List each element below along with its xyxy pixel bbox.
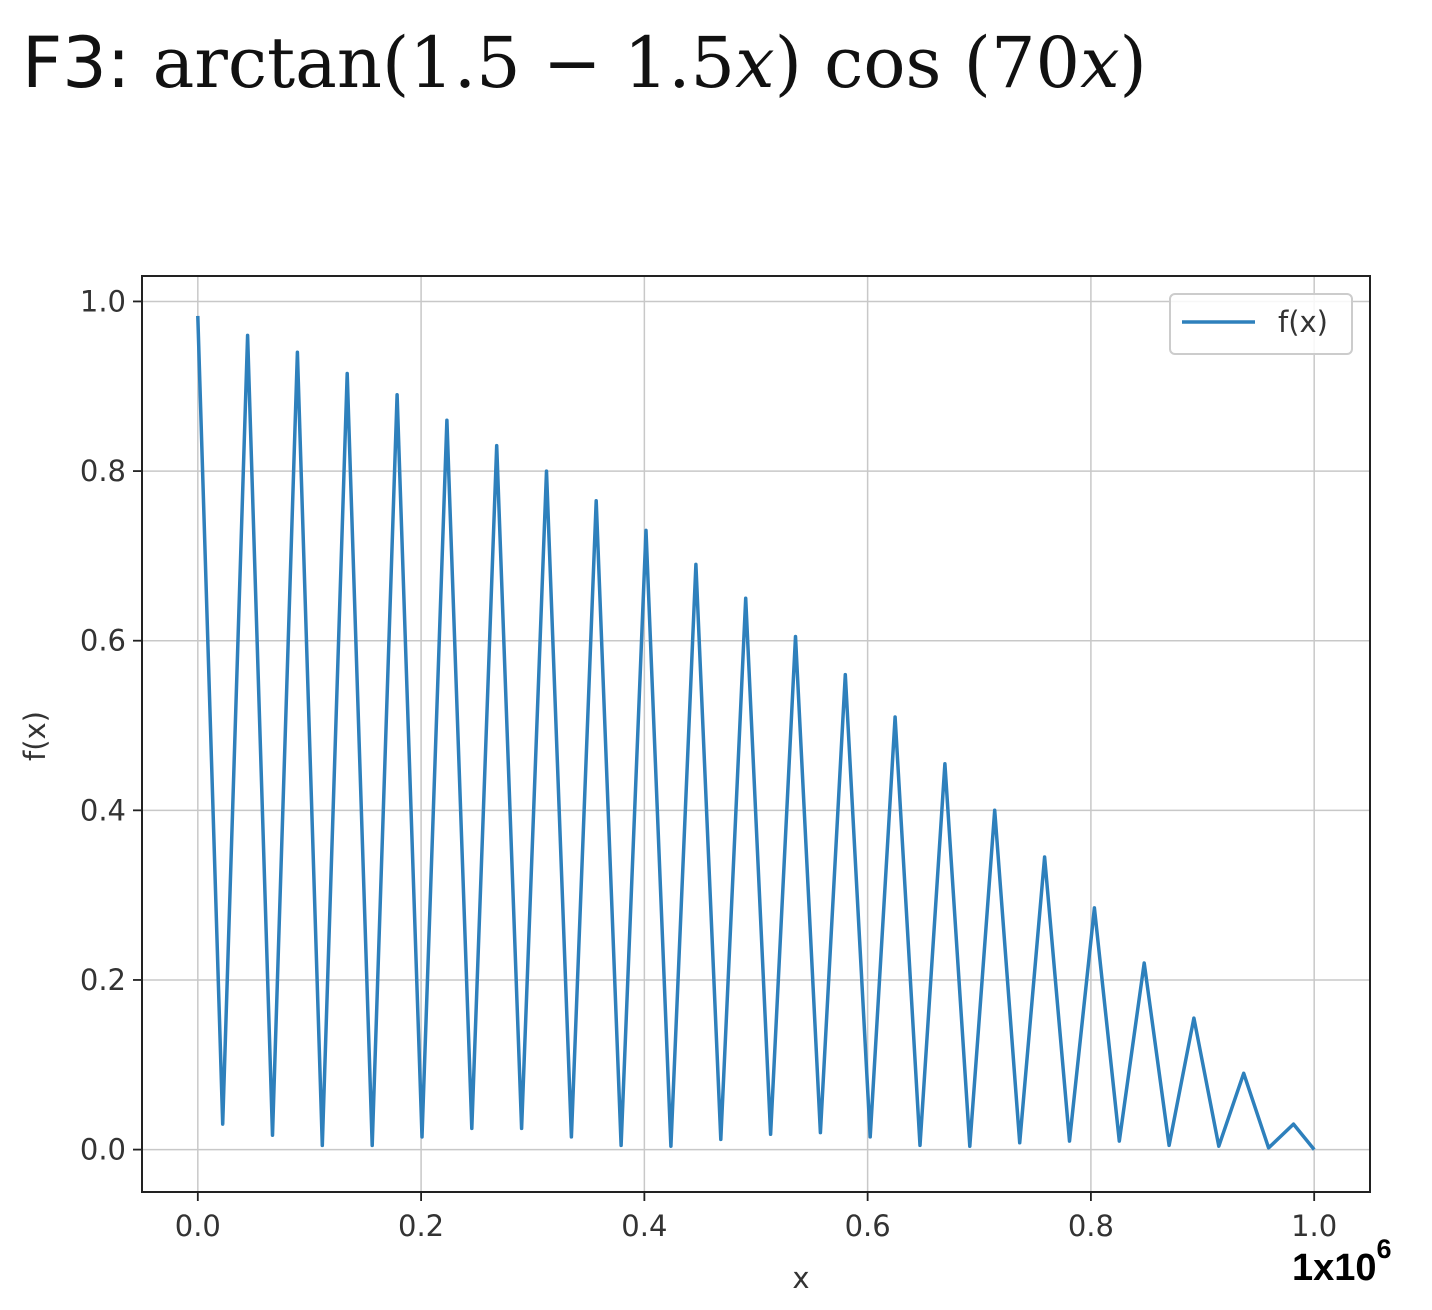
y-tick-label: 0.4 bbox=[80, 793, 126, 827]
plot-frame bbox=[141, 275, 1371, 1193]
title-mid: ) cos (70 bbox=[774, 22, 1081, 104]
y-axis-label: f(x) bbox=[18, 711, 52, 761]
x-tick-label: 0.8 bbox=[1068, 1209, 1114, 1243]
title-var-1: x bbox=[735, 22, 775, 104]
series-line-f-x bbox=[196, 315, 1316, 1151]
x-tick-label: 0.6 bbox=[845, 1209, 891, 1243]
x-tick-label: 0.2 bbox=[398, 1209, 444, 1243]
x-tick-label: 0.0 bbox=[175, 1209, 221, 1243]
y-tick-label: 0.6 bbox=[80, 624, 126, 658]
legend: f(x) bbox=[1169, 293, 1353, 355]
legend-box bbox=[1169, 293, 1353, 355]
title-func: arctan(1.5 − 1.5 bbox=[152, 22, 736, 104]
title-var-2: x bbox=[1080, 22, 1120, 104]
y-tick-label: 0.2 bbox=[80, 963, 126, 997]
y-tick-label: 1.0 bbox=[80, 284, 126, 318]
y-tick-label: 0.0 bbox=[80, 1133, 126, 1167]
title-end: ) bbox=[1119, 22, 1147, 104]
series-layer bbox=[196, 315, 1316, 1151]
x-scale-exponent: 6 bbox=[1376, 1234, 1392, 1264]
axis-ticks: 0.0 0.2 0.4 0.6 0.8 1.0 0.0 0.2 0.4 0.6 0.8 1.0 bbox=[80, 284, 1337, 1243]
x-tick-label: 1.0 bbox=[1291, 1209, 1337, 1243]
legend-label-f-x: f(x) bbox=[1278, 305, 1328, 339]
title-formula: arctan(1.5 − 1.5x) cos (70x) bbox=[153, 22, 1147, 104]
x-axis-label: x bbox=[792, 1261, 809, 1295]
x-tick-label: 0.4 bbox=[621, 1209, 667, 1243]
x-scale-base: 1x10 bbox=[1292, 1247, 1377, 1289]
y-tick-label: 0.8 bbox=[80, 454, 126, 488]
x-scale-note: 1x106 bbox=[1292, 1234, 1392, 1290]
slide-title: F3: arctan(1.5 − 1.5x) cos (70x) bbox=[22, 8, 1147, 118]
title-prefix: F3: bbox=[22, 22, 153, 104]
